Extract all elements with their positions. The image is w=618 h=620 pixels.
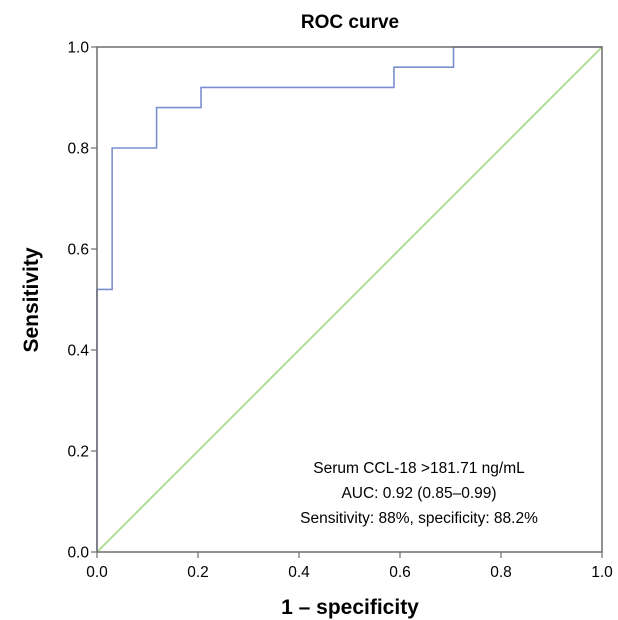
plot-lines: [96, 46, 603, 553]
y-tick-label: 0.0: [67, 545, 89, 562]
annotation-sens-spec: Sensitivity: 88%, specificity: 88.2%: [300, 510, 538, 527]
x-tick-label: 1.0: [591, 564, 613, 581]
reference-diagonal-line: [96, 46, 603, 553]
plot-frame: [96, 46, 603, 553]
annotation-threshold: Serum CCL-18 >181.71 ng/mL: [313, 460, 525, 477]
x-tick-label: 0.6: [389, 564, 411, 581]
x-tick-label: 0.0: [86, 564, 108, 581]
x-tick-label: 0.4: [288, 564, 310, 581]
annotation-auc: AUC: 0.92 (0.85–0.99): [341, 485, 496, 502]
x-tick-label: 0.2: [187, 564, 209, 581]
x-axis-ticks: 0.0 0.2 0.4 0.6 0.8 1.0: [86, 552, 613, 581]
chart-title: ROC curve: [301, 12, 399, 33]
y-tick-label: 0.6: [67, 242, 89, 259]
x-axis-label: 1 – specificity: [281, 596, 419, 619]
y-axis-ticks: 0.0 0.2 0.4 0.6 0.8 1.0: [67, 40, 97, 562]
y-tick-label: 1.0: [67, 40, 89, 57]
x-tick-label: 0.8: [490, 564, 512, 581]
y-tick-label: 0.4: [67, 343, 89, 360]
y-axis-label: Sensitivity: [20, 247, 43, 352]
y-tick-label: 0.8: [67, 141, 89, 158]
y-tick-label: 0.2: [67, 444, 89, 461]
roc-curve-line: [96, 46, 602, 552]
